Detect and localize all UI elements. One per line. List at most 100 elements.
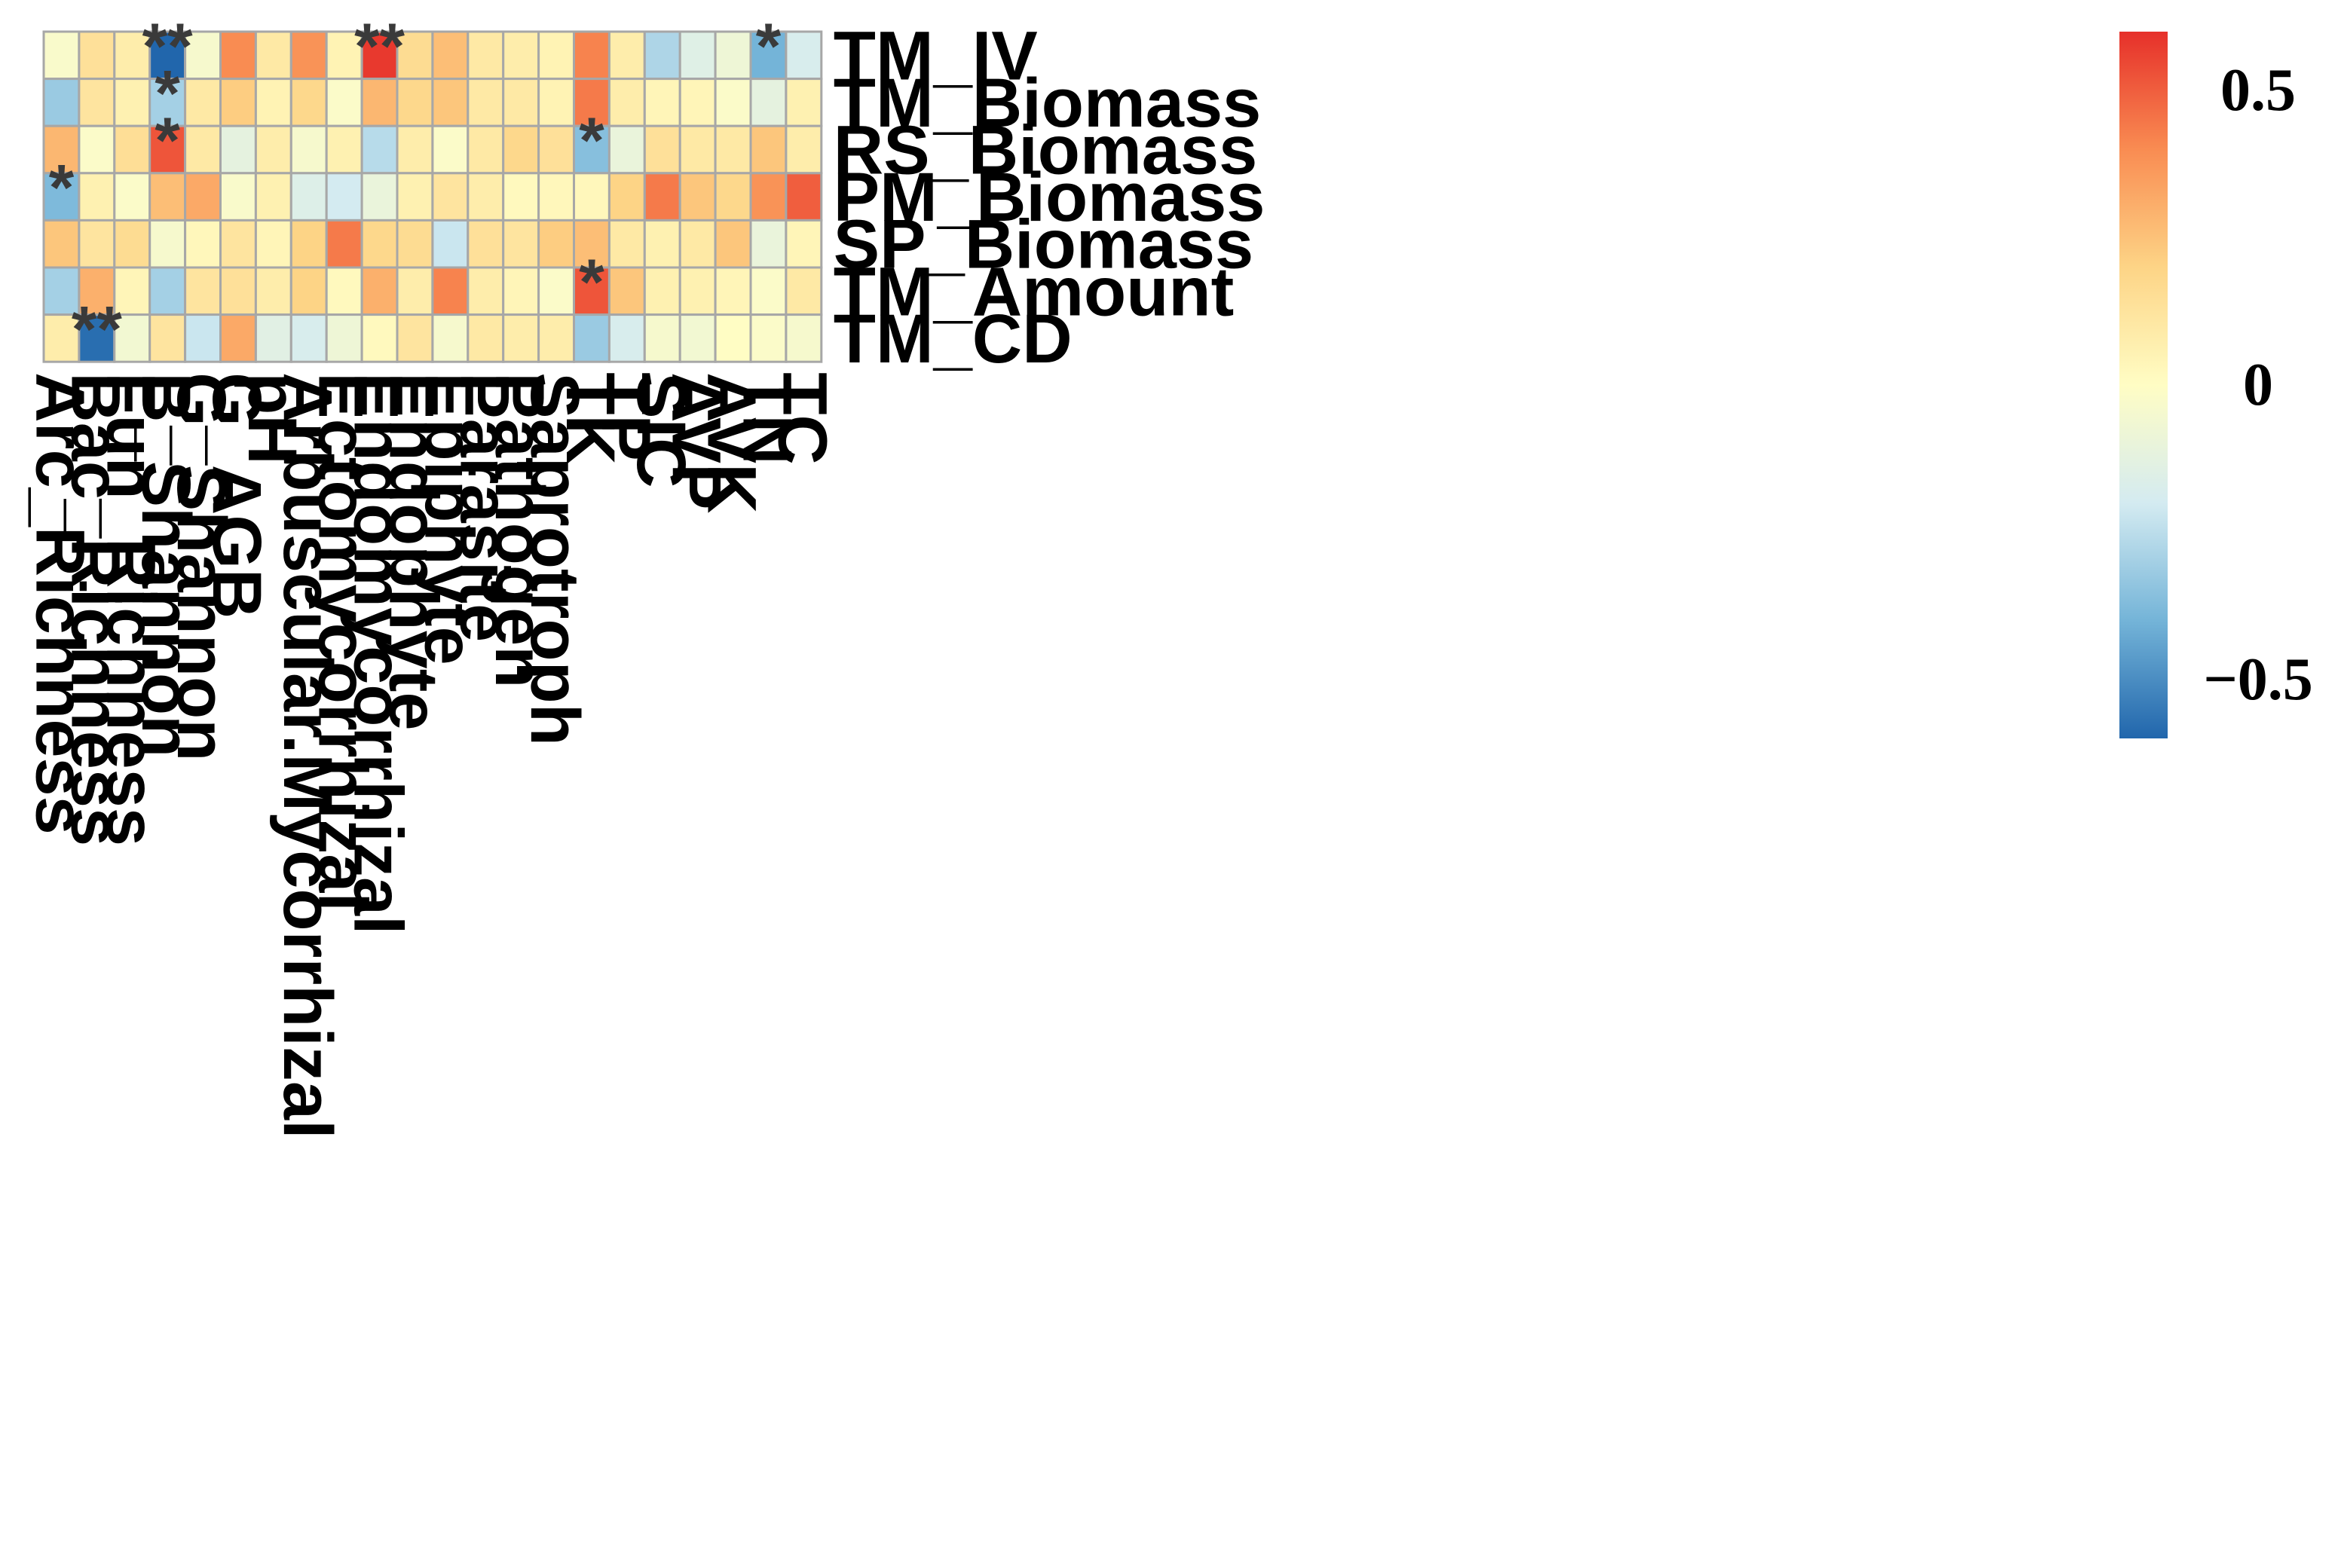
cell-TM_IV-Epiphyte	[431, 30, 470, 81]
cell-PM_Biomass-G_Shannon	[184, 172, 222, 222]
color-legend-bar	[2119, 32, 2168, 738]
cell-SP_Biomass-pH	[254, 219, 292, 269]
cell-SP_Biomass-Ectomycorrhizal	[325, 219, 363, 269]
cell-RS_Biomass-TP	[607, 124, 646, 175]
cell-TM_IV-Endomycorrhizal	[360, 30, 399, 81]
cell-TM_CD-Endophyte	[396, 313, 434, 363]
cell-PM_Biomass-B_Shannon	[148, 172, 187, 222]
significance-marks: ** ** *** *****	[49, 11, 782, 366]
cell-TM_CD-TP	[607, 313, 646, 363]
column-label-Epiphyte: Epiphyte	[410, 372, 487, 665]
cell-TM_IV-G_AGB	[219, 30, 257, 81]
column-label-pH: pH	[234, 372, 311, 465]
cell-PM_Biomass-TN	[749, 172, 788, 222]
cell-TM_Biomass-Bac_Richness	[78, 78, 116, 127]
cell-TM_Biomass-G_AGB	[219, 78, 257, 127]
cell-TM_CD-TN	[749, 313, 788, 363]
cell-PM_Biomass-AVK	[714, 172, 752, 222]
cell-RS_Biomass-Saprotroph	[537, 124, 575, 175]
cell-TM_Amount-AVP	[678, 266, 717, 316]
cell-TM_Biomass-Parasite	[467, 78, 505, 127]
cell-TM_CD-Pathogen	[502, 313, 540, 363]
cell-SP_Biomass-AVP	[678, 219, 717, 269]
column-label-G_Shannon: G_Shannon	[163, 372, 240, 761]
cell-SP_Biomass-Endomycorrhizal	[360, 219, 399, 269]
cell-PM_Biomass-Ectomycorrhizal	[325, 172, 363, 222]
cell-TM_Amount-Pathogen	[502, 266, 540, 316]
cell-TM_IV-TC	[785, 30, 823, 81]
significance-mark-TM_IV-TN: *	[756, 11, 782, 83]
cell-SP_Biomass-AVK	[714, 219, 752, 269]
cell-TM_Biomass-TP	[607, 78, 646, 127]
cell-RS_Biomass-Endophyte	[396, 124, 434, 175]
cell-SP_Biomass-Fun_Richness	[113, 219, 151, 269]
column-label-Endomycorrhizal: Endomycorrhizal	[340, 372, 417, 934]
cell-SP_Biomass-Bac_Richness	[78, 219, 116, 269]
cell-TM_Amount-Parasite	[467, 266, 505, 316]
cell-SP_Biomass-TC	[785, 219, 823, 269]
cell-RS_Biomass-Ectomycorrhizal	[325, 124, 363, 175]
cell-RS_Biomass-pH	[254, 124, 292, 175]
cell-TM_Biomass-Epiphyte	[431, 78, 470, 127]
color-legend-ticks: 0.5 0 −0.5	[2203, 57, 2313, 713]
cell-RS_Biomass-Endomycorrhizal	[360, 124, 399, 175]
cell-SP_Biomass-TN	[749, 219, 788, 269]
cell-TM_Biomass-AVK	[714, 78, 752, 127]
cell-TM_Amount-TC	[785, 266, 823, 316]
cell-PM_Biomass-Parasite	[467, 172, 505, 222]
significance-mark-RS_Biomass-TK: *	[579, 105, 604, 177]
cell-TM_CD-Saprotroph	[537, 313, 575, 363]
cell-TM_Biomass-Arc_Richness	[42, 78, 81, 127]
cell-RS_Biomass-TN	[749, 124, 788, 175]
cell-TM_IV-Pathogen	[502, 30, 540, 81]
cell-PM_Biomass-pH	[254, 172, 292, 222]
cell-PM_Biomass-Endomycorrhizal	[360, 172, 399, 222]
column-label-Parasite: Parasite	[445, 372, 522, 642]
cell-RS_Biomass-Fun_Richness	[113, 124, 151, 175]
cell-SP_Biomass-Arc_Richness	[42, 219, 81, 269]
cell-SP_Biomass-Arbuscular.Mycorrhizal	[289, 219, 328, 269]
cell-PM_Biomass-TK	[573, 172, 610, 222]
column-label-Ectomycorrhizal: Ectomycorrhizal	[304, 372, 381, 912]
significance-mark-RS_Biomass-B_Shannon: *	[155, 105, 180, 177]
cell-RS_Biomass-Bac_Richness	[78, 124, 116, 175]
cell-SP_Biomass-G_Shannon	[184, 219, 222, 269]
cell-RS_Biomass-G_AGB	[219, 124, 257, 175]
cell-TM_CD-TK	[573, 313, 610, 363]
cell-TM_CD-pH	[254, 313, 292, 363]
column-label-AVP: AVP	[658, 372, 735, 509]
cell-PM_Biomass-Arbuscular.Mycorrhizal	[289, 172, 328, 222]
cell-TM_Biomass-Ectomycorrhizal	[325, 78, 363, 127]
column-label-G_AGB: G_AGB	[198, 372, 275, 619]
column-labels: Arc_RichnessBac_RichnessFun_RichnessB_Sh…	[21, 372, 840, 1139]
cell-TM_IV-pH	[254, 30, 292, 81]
column-label-TP: TP	[587, 372, 664, 461]
cell-TM_CD-B_Shannon	[148, 313, 187, 363]
column-label-Fun_Richness: Fun_Richness	[92, 372, 169, 846]
significance-mark-TM_IV-B_Shannon: **	[142, 11, 193, 83]
cell-TM_IV-Arbuscular.Mycorrhizal	[289, 30, 328, 81]
cell-RS_Biomass-AVP	[678, 124, 717, 175]
cell-PM_Biomass-Pathogen	[502, 172, 540, 222]
cell-TM_Amount-Epiphyte	[431, 266, 470, 316]
cell-SP_Biomass-Endophyte	[396, 219, 434, 269]
cell-TM_IV-TK	[573, 30, 610, 81]
significance-mark-TM_Biomass-B_Shannon: *	[155, 57, 180, 130]
cell-TM_Amount-Ectomycorrhizal	[325, 266, 363, 316]
column-label-Bac_Richness: Bac_Richness	[57, 372, 133, 846]
row-label-TM_Amount: TM_Amount	[834, 253, 1234, 330]
cell-TM_IV-Saprotroph	[537, 30, 575, 81]
cell-TM_Amount-Endophyte	[396, 266, 434, 316]
cell-TM_IV-AVP	[678, 30, 717, 81]
cell-TM_Biomass-Fun_Richness	[113, 78, 151, 127]
column-label-Arbuscular.Mycorrhizal: Arbuscular.Mycorrhizal	[269, 372, 346, 1139]
cell-RS_Biomass-Parasite	[467, 124, 505, 175]
heatmap-cells	[42, 30, 823, 363]
cell-SP_Biomass-TK	[573, 219, 610, 269]
cell-SP_Biomass-Pathogen	[502, 219, 540, 269]
row-label-PM_Biomass: PM_Biomass	[834, 159, 1265, 236]
column-label-TK: TK	[552, 372, 629, 465]
cell-TM_CD-Epiphyte	[431, 313, 470, 363]
cell-RS_Biomass-B_Shannon	[148, 124, 187, 175]
